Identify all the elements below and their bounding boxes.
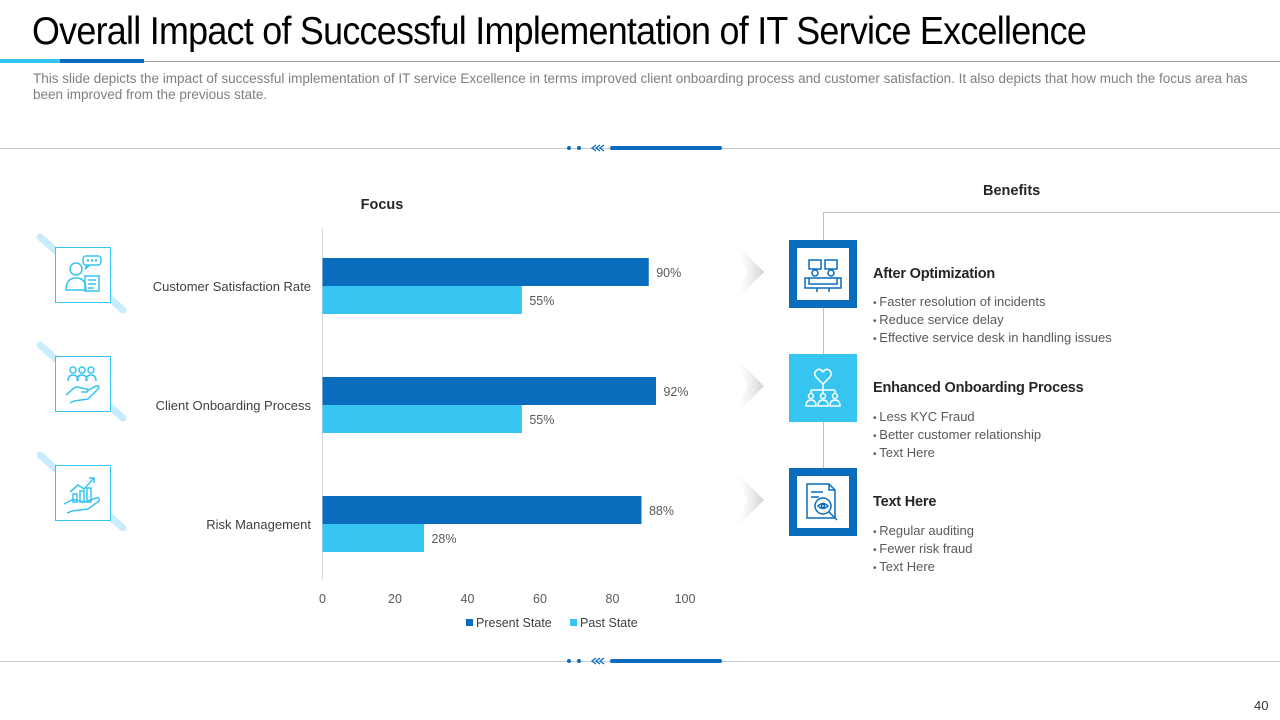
heart-team-icon <box>805 368 841 407</box>
bottom-divider-ornament <box>567 657 722 665</box>
chart-tick-label: 20 <box>388 592 402 606</box>
chart-title: Focus <box>361 197 404 213</box>
legend-label: Present State <box>476 616 552 630</box>
chart-data-label: 55% <box>529 294 554 308</box>
chart-category-label: Customer Satisfaction Rate <box>153 279 311 294</box>
chart-tick-label: 40 <box>461 592 475 606</box>
chart-tick-label: 60 <box>533 592 547 606</box>
chart-bar-past <box>322 524 424 552</box>
focus-bar-chart: Focus Customer Satisfaction Rate 90% 55% Cl… <box>153 197 696 630</box>
customer-support-icon <box>55 247 111 303</box>
legend-label: Past State <box>580 616 638 630</box>
benefit-1-bullet-2: Reduce service delay <box>873 312 1112 330</box>
benefit-3-bullets: Regular auditing Fewer risk fraud Text H… <box>873 523 974 577</box>
benefit-1-bullet-1: Faster resolution of incidents <box>873 294 1112 312</box>
chart-tick-label: 100 <box>675 592 696 606</box>
benefit-3-bullet-2: Fewer risk fraud <box>873 541 974 559</box>
chart-category-label: Client Onboarding Process <box>156 398 312 413</box>
chevron-arrow-3 <box>732 468 764 532</box>
benefit-3-title: Text Here <box>873 494 937 510</box>
growth-chart-hand-icon <box>55 465 111 521</box>
chart-data-label: 90% <box>656 266 681 280</box>
chart-bar-past <box>322 405 522 433</box>
benefit-2-icon-box <box>789 354 857 422</box>
page-number: 40 <box>1254 698 1269 713</box>
benefit-2-bullet-1: Less KYC Fraud <box>873 409 1041 427</box>
chevron-arrow-1 <box>732 240 764 304</box>
legend-swatch-past <box>570 619 577 626</box>
chart-bar-present <box>322 258 649 286</box>
benefit-2-bullets: Less KYC Fraud Better customer relations… <box>873 409 1041 463</box>
chart-category-label: Risk Management <box>206 517 311 532</box>
chart-data-label: 88% <box>649 504 674 518</box>
benefit-1-bullet-3: Effective service desk in handling issue… <box>873 330 1111 348</box>
benefit-2-title: Enhanced Onboarding Process <box>873 380 1084 396</box>
top-divider-ornament <box>567 144 722 152</box>
benefit-2-bullet-2: Better customer relationship <box>873 427 1041 445</box>
benefit-1-title: After Optimization <box>873 266 996 282</box>
service-desk-icon <box>804 259 842 292</box>
legend-swatch-present <box>466 619 473 626</box>
title-rule <box>144 61 1280 62</box>
benefit-3-bullet-3: Text Here <box>873 559 974 577</box>
chart-tick-label: 0 <box>319 592 326 606</box>
chart-data-label: 55% <box>529 413 554 427</box>
chart-bar-present <box>322 377 656 405</box>
chart-legend: Present State Past State <box>466 616 638 630</box>
benefit-1-bullets: Faster resolution of incidents Reduce se… <box>873 294 1112 348</box>
chart-data-label: 28% <box>431 532 456 546</box>
chart-bar-past <box>322 286 522 314</box>
chevron-arrows <box>732 240 764 532</box>
benefit-1-icon-box <box>789 240 857 308</box>
title-accent-light-bar <box>0 59 60 63</box>
page-subtitle: This slide depicts the impact of success… <box>33 71 1248 102</box>
title-accent-dark-bar <box>60 59 144 63</box>
chart-bar-present <box>322 496 642 524</box>
chevron-arrow-2 <box>732 354 764 418</box>
benefit-2-bullet-3: Text Here <box>873 445 1041 463</box>
benefits-heading: Benefits <box>983 183 1041 199</box>
chart-tick-label: 80 <box>606 592 620 606</box>
benefit-3-bullet-1: Regular auditing <box>873 523 974 541</box>
benefit-3-icon-box <box>789 468 857 536</box>
chart-data-label: 92% <box>663 385 688 399</box>
risk-audit-icon <box>806 483 838 521</box>
page-title: Overall Impact of Successful Implementat… <box>32 10 1087 53</box>
team-hand-icon <box>55 356 111 412</box>
